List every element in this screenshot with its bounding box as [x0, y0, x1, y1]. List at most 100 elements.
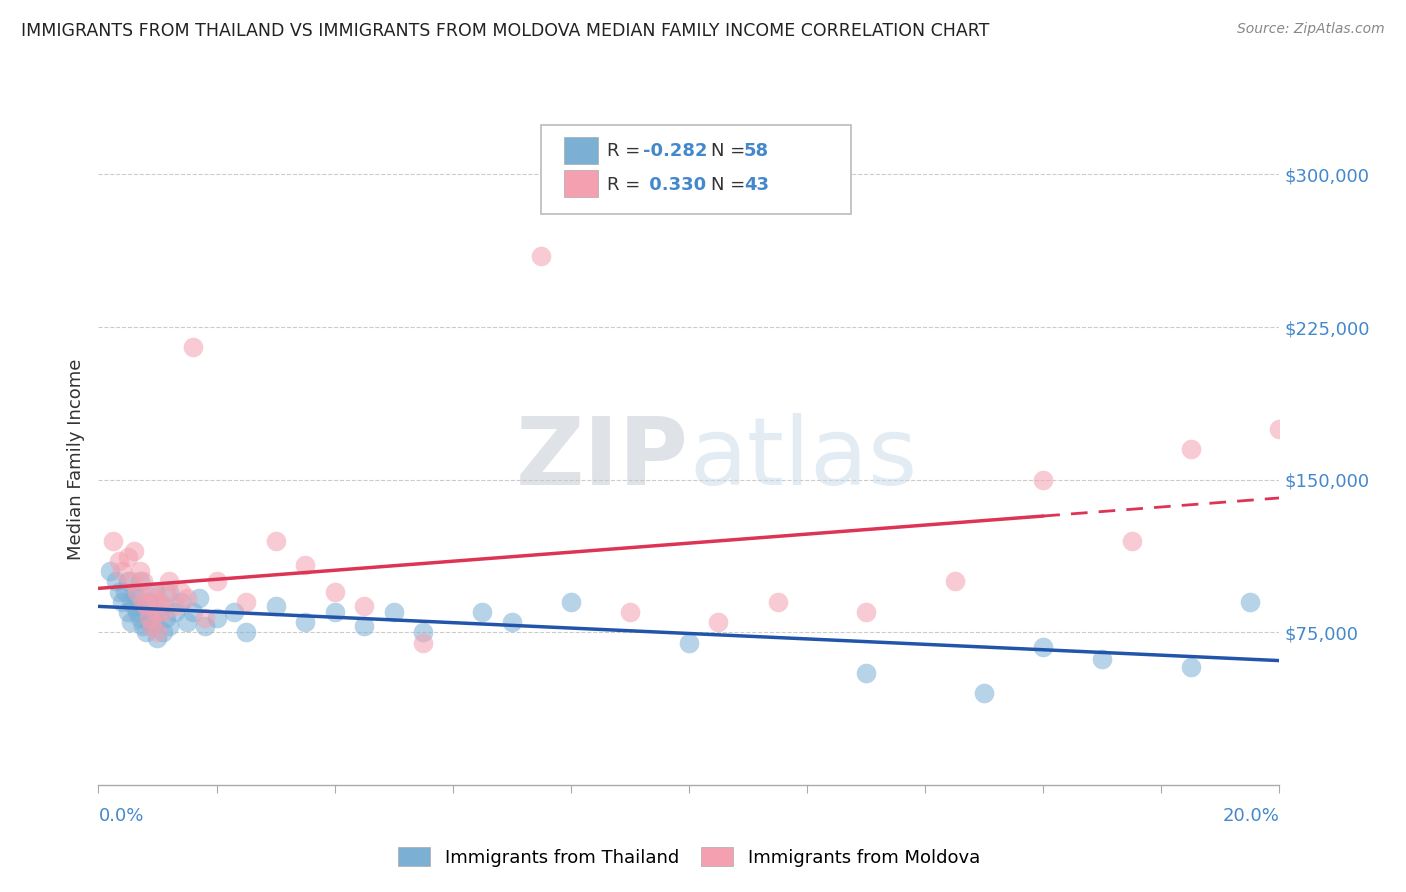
Text: atlas: atlas — [689, 413, 917, 506]
Point — [678, 635, 700, 649]
Point — [143, 591, 166, 605]
Point — [143, 615, 166, 630]
Point — [135, 599, 157, 613]
Point — [855, 666, 877, 681]
Point — [152, 599, 174, 613]
Point — [1180, 442, 1202, 457]
Text: 20.0%: 20.0% — [1223, 807, 1279, 825]
Text: 0.0%: 0.0% — [98, 807, 143, 825]
Point — [155, 611, 177, 625]
Text: 43: 43 — [744, 176, 769, 194]
Point — [855, 605, 877, 619]
Point — [176, 591, 198, 605]
Point — [165, 605, 187, 619]
Point — [294, 615, 316, 630]
Point — [155, 584, 177, 599]
Point — [170, 584, 193, 599]
Point — [141, 619, 163, 633]
Point — [103, 533, 125, 548]
Point — [120, 574, 142, 589]
Legend: Immigrants from Thailand, Immigrants from Moldova: Immigrants from Thailand, Immigrants fro… — [391, 840, 987, 874]
Point — [323, 584, 346, 599]
Point — [187, 591, 209, 605]
Point — [157, 574, 180, 589]
Point — [117, 574, 139, 589]
Point — [943, 574, 966, 589]
Point — [122, 599, 145, 613]
Point — [1032, 473, 1054, 487]
Point — [125, 584, 148, 599]
Point — [111, 564, 134, 578]
Point — [120, 615, 142, 630]
Point — [132, 595, 155, 609]
Point — [122, 584, 145, 599]
Text: N =: N = — [711, 142, 751, 160]
Point — [125, 605, 148, 619]
Point — [108, 584, 131, 599]
Point — [294, 558, 316, 573]
Point — [1121, 533, 1143, 548]
Point — [181, 341, 204, 355]
Point — [560, 595, 582, 609]
Point — [141, 619, 163, 633]
Point — [111, 595, 134, 609]
Point — [146, 605, 169, 619]
Point — [1279, 646, 1302, 660]
Point — [353, 619, 375, 633]
Point — [176, 615, 198, 630]
Point — [128, 611, 150, 625]
Text: 58: 58 — [744, 142, 769, 160]
Point — [264, 599, 287, 613]
Point — [264, 533, 287, 548]
Point — [125, 591, 148, 605]
Point — [114, 584, 136, 599]
Y-axis label: Median Family Income: Median Family Income — [66, 359, 84, 560]
Point — [128, 564, 150, 578]
Text: R =: R = — [607, 142, 647, 160]
Point — [152, 625, 174, 640]
Point — [530, 249, 553, 263]
Point — [224, 605, 246, 619]
Point — [108, 554, 131, 568]
Point — [1091, 652, 1114, 666]
Point — [143, 584, 166, 599]
Point — [135, 605, 157, 619]
Point — [152, 605, 174, 619]
Point — [146, 605, 169, 619]
Point — [98, 564, 121, 578]
Point — [323, 605, 346, 619]
Point — [412, 635, 434, 649]
Point — [205, 611, 228, 625]
Text: ZIP: ZIP — [516, 413, 689, 506]
Point — [146, 632, 169, 646]
Point — [973, 686, 995, 700]
Point — [132, 574, 155, 589]
Point — [128, 574, 150, 589]
Point — [707, 615, 730, 630]
Text: 0.330: 0.330 — [643, 176, 706, 194]
Point — [141, 605, 163, 619]
Point — [1180, 660, 1202, 674]
Point — [205, 574, 228, 589]
Point — [138, 611, 160, 625]
Point — [138, 615, 160, 630]
Text: -0.282: -0.282 — [643, 142, 707, 160]
Point — [501, 615, 523, 630]
Point — [412, 625, 434, 640]
Point — [1268, 422, 1291, 436]
Point — [132, 619, 155, 633]
Point — [157, 619, 180, 633]
Point — [382, 605, 405, 619]
Text: N =: N = — [711, 176, 751, 194]
Point — [157, 584, 180, 599]
Text: IMMIGRANTS FROM THAILAND VS IMMIGRANTS FROM MOLDOVA MEDIAN FAMILY INCOME CORRELA: IMMIGRANTS FROM THAILAND VS IMMIGRANTS F… — [21, 22, 990, 40]
Point — [146, 625, 169, 640]
Point — [194, 619, 217, 633]
Point — [117, 605, 139, 619]
Point — [120, 595, 142, 609]
Point — [122, 544, 145, 558]
Text: Source: ZipAtlas.com: Source: ZipAtlas.com — [1237, 22, 1385, 37]
Point — [181, 605, 204, 619]
Point — [105, 574, 128, 589]
Point — [766, 595, 789, 609]
